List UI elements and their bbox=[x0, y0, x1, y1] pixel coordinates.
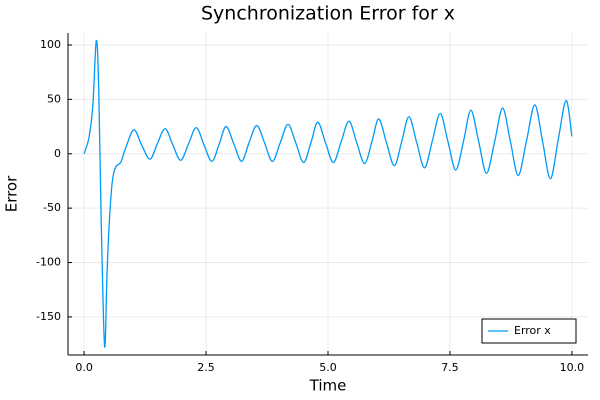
x-tick-label: 2.5 bbox=[197, 361, 215, 374]
x-tick-label: 0.0 bbox=[75, 361, 93, 374]
y-tick-label: -100 bbox=[36, 256, 61, 269]
line-series bbox=[83, 39, 573, 348]
y-tick-label: -150 bbox=[36, 310, 61, 323]
y-tick-label: 100 bbox=[40, 38, 61, 51]
y-tick-label: -50 bbox=[43, 201, 61, 214]
x-tick-label: 5.0 bbox=[319, 361, 337, 374]
y-tick-label: 50 bbox=[47, 92, 61, 105]
y-tick-label: 0 bbox=[54, 147, 61, 160]
legend-label: Error x bbox=[514, 324, 551, 337]
x-axis-label: Time bbox=[309, 377, 347, 395]
chart-title: Synchronization Error for x bbox=[201, 3, 455, 25]
x-tick-label: 10.0 bbox=[560, 361, 585, 374]
x-tick-label: 7.5 bbox=[441, 361, 459, 374]
y-axis-label: Error bbox=[3, 175, 21, 212]
